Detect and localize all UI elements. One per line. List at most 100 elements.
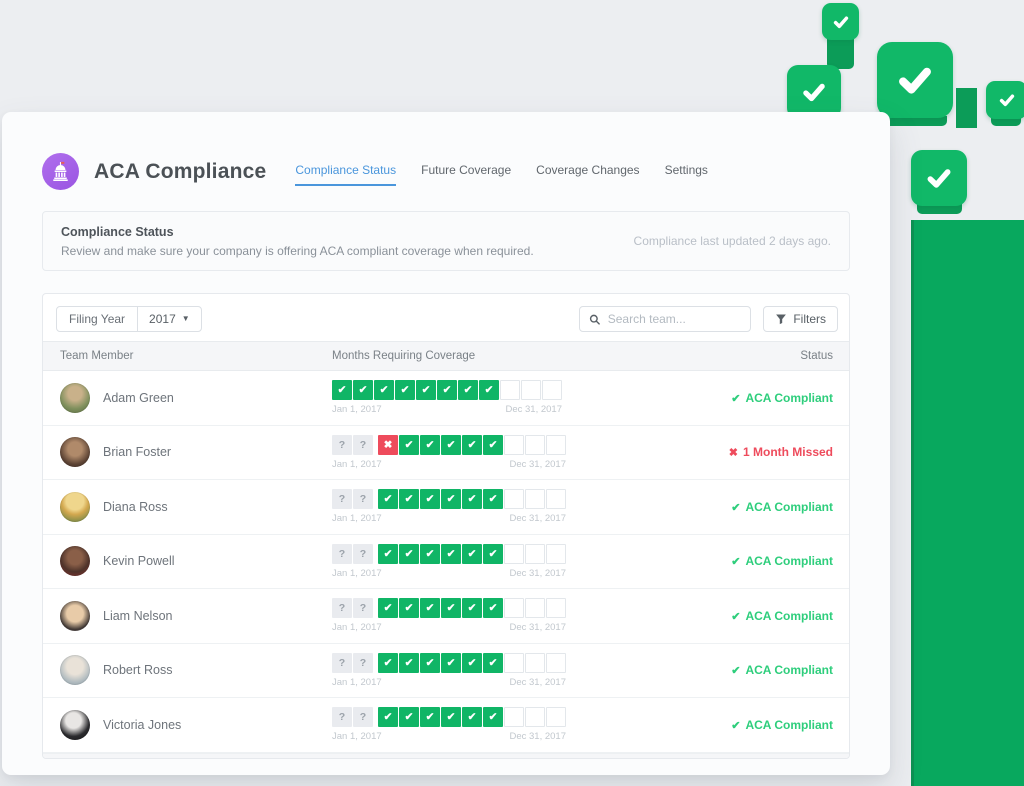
- month-cell-empty: [546, 707, 566, 728]
- table-header: Team Member Months Requiring Coverage St…: [43, 341, 849, 371]
- month-cell-check: ✔: [458, 380, 478, 401]
- team-member-cell: Victoria Jones: [43, 709, 332, 740]
- timeline-start-date: Jan 1, 2017: [332, 458, 382, 470]
- check-icon: [986, 81, 1024, 119]
- month-cell-check: ✔: [395, 380, 415, 401]
- month-cell-empty: [546, 434, 566, 455]
- month-cell-check: ✔: [441, 598, 461, 619]
- member-name: Brian Foster: [103, 445, 172, 460]
- table-row[interactable]: Kevin Powell?? ✔ ✔ ✔ ✔ ✔ ✔ Jan 1, 2017 Dec 31, 2…: [43, 534, 849, 589]
- month-cell-check: ✔: [399, 434, 419, 455]
- table-row[interactable]: Brian Foster?? ✖ ✔ ✔ ✔ ✔ ✔ Jan 1, 2017 Dec 31, 2…: [43, 425, 849, 480]
- month-cell-unknown: ?: [353, 489, 373, 510]
- month-cell-empty: [504, 707, 524, 728]
- avatar: [60, 546, 90, 577]
- timeline-end-date: Dec 31, 2017: [509, 622, 566, 634]
- funnel-icon: [776, 314, 787, 325]
- month-cell-unknown: ?: [353, 707, 373, 728]
- table-row[interactable]: Victoria Jones?? ✔ ✔ ✔ ✔ ✔ ✔ Jan 1, 2017 Dec 31,…: [43, 698, 849, 753]
- month-cell-empty: [525, 598, 545, 619]
- months-timeline: ?? ✔ ✔ ✔ ✔ ✔ ✔ Jan 1, 2017 Dec 31, 2017: [332, 543, 568, 579]
- check-cube-shadow: [883, 116, 947, 126]
- month-cell-empty: [504, 598, 524, 619]
- status-badge: ✔ ACA Compliant: [568, 718, 849, 732]
- chevron-down-icon: ▼: [181, 314, 190, 323]
- month-cell-check: ✔: [420, 598, 440, 619]
- compliance-table: Filing Year 2017 ▼ Filters: [42, 293, 850, 759]
- month-cell-check: ✔: [378, 543, 398, 564]
- timeline-start-date: Jan 1, 2017: [332, 513, 382, 525]
- status-label: ACA Compliant: [745, 717, 833, 732]
- table-row[interactable]: Adam Green ✔ ✔ ✔ ✔ ✔ ✔ ✔ ✔ Jan 1, 2017 Dec 31, 201…: [43, 371, 849, 426]
- status-badge: ✔ ACA Compliant: [568, 554, 849, 568]
- month-cell-check: ✔: [462, 652, 482, 673]
- green-accent-bar: [911, 220, 1024, 786]
- app-window: ACA Compliance Compliance Status Future C…: [2, 112, 890, 775]
- months-timeline: ?? ✔ ✔ ✔ ✔ ✔ ✔ Jan 1, 2017 Dec 31, 2017: [332, 489, 568, 524]
- search-input[interactable]: [607, 312, 742, 326]
- tab-compliance-status[interactable]: Compliance Status: [295, 163, 397, 186]
- tab-coverage-changes[interactable]: Coverage Changes: [536, 163, 640, 177]
- month-cell-check: ✔: [483, 543, 503, 564]
- table-row[interactable]: Robert Ross?? ✔ ✔ ✔ ✔ ✔ ✔ Jan 1, 2017 Dec 31, 20…: [43, 643, 849, 698]
- member-name: Kevin Powell: [103, 554, 175, 569]
- month-cell-check: ✔: [462, 707, 482, 728]
- table-row[interactable]: Diana Ross?? ✔ ✔ ✔ ✔ ✔ ✔ Jan 1, 2017 Dec 31, 201…: [43, 480, 849, 535]
- capitol-icon: [53, 161, 68, 181]
- team-member-cell: Robert Ross: [43, 655, 332, 686]
- check-icon: ✔: [731, 719, 741, 732]
- member-name: Victoria Jones: [103, 717, 182, 732]
- month-cell-empty: [546, 598, 566, 619]
- month-cell-empty: [542, 380, 562, 401]
- filing-year-value: 2017: [149, 312, 176, 326]
- month-cell-check: ✔: [441, 707, 461, 728]
- filing-year-control[interactable]: Filing Year 2017 ▼: [56, 306, 202, 332]
- month-cell-check: ✔: [378, 707, 398, 728]
- month-cell-check: ✔: [420, 707, 440, 728]
- filing-year-dropdown[interactable]: 2017 ▼: [138, 307, 201, 331]
- month-cell-check: ✔: [441, 543, 461, 564]
- month-cell-empty: [504, 489, 524, 510]
- tab-settings[interactable]: Settings: [664, 163, 708, 177]
- filters-button[interactable]: Filters: [763, 306, 838, 332]
- status-label: 1 Month Missed: [742, 445, 833, 460]
- month-cell-check: ✔: [420, 652, 440, 673]
- check-cube-shadow: [991, 117, 1021, 126]
- app-logo: [42, 153, 79, 190]
- avatar: [60, 491, 90, 522]
- timeline-start-date: Jan 1, 2017: [332, 567, 382, 579]
- month-cell-missed: ✖: [378, 434, 398, 455]
- month-cell-check: ✔: [374, 380, 394, 401]
- nav-tabs: Compliance Status Future Coverage Coverage…: [295, 163, 708, 186]
- search-box[interactable]: [579, 306, 752, 332]
- month-cell-check: ✔: [479, 380, 499, 401]
- month-cell-check: ✔: [462, 598, 482, 619]
- table-row[interactable]: Liam Nelson?? ✔ ✔ ✔ ✔ ✔ ✔ Jan 1, 2017 Dec 31, 20…: [43, 589, 849, 644]
- table-footer: [43, 752, 849, 758]
- avatar: [60, 437, 90, 468]
- month-cell-check: ✔: [399, 543, 419, 564]
- month-cell-check: ✔: [378, 598, 398, 619]
- check-icon: [822, 3, 859, 40]
- tab-future-coverage[interactable]: Future Coverage: [421, 163, 512, 177]
- month-cell-check: ✔: [462, 489, 482, 510]
- months-timeline: ?? ✔ ✔ ✔ ✔ ✔ ✔ Jan 1, 2017 Dec 31, 2017: [332, 652, 568, 688]
- month-cell-check: ✔: [462, 434, 482, 455]
- status-badge: ✔ ACA Compliant: [568, 609, 849, 623]
- avatar: [60, 600, 90, 631]
- table-toolbar: Filing Year 2017 ▼ Filters: [43, 294, 849, 341]
- month-cell-empty: [525, 489, 545, 510]
- status-panel-text: Compliance Status Review and make sure y…: [61, 225, 534, 258]
- team-member-cell: Kevin Powell: [43, 546, 332, 577]
- month-cell-check: ✔: [420, 434, 440, 455]
- months-timeline: ?? ✔ ✔ ✔ ✔ ✔ ✔ Jan 1, 2017 Dec 31, 2017: [332, 598, 568, 633]
- month-cell-empty: [521, 380, 541, 401]
- filing-year-label: Filing Year: [57, 307, 139, 331]
- status-label: ACA Compliant: [745, 663, 833, 678]
- app-title: ACA Compliance: [94, 159, 267, 183]
- month-cell-check: ✔: [416, 380, 436, 401]
- status-panel-description: Review and make sure your company is off…: [61, 243, 534, 258]
- team-member-cell: Brian Foster: [43, 437, 332, 468]
- status-label: ACA Compliant: [745, 499, 833, 514]
